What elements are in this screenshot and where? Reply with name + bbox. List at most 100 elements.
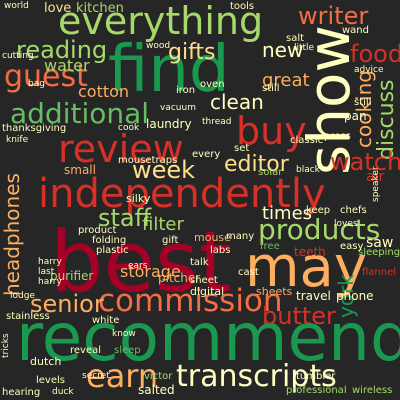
word-teeth: teeth bbox=[294, 245, 326, 259]
word-sleep: sleep bbox=[114, 345, 141, 356]
word-tricks: tricks bbox=[1, 333, 11, 358]
word-wireless: wireless bbox=[352, 385, 393, 396]
word-filter: filter bbox=[142, 214, 184, 235]
word-pan: pan bbox=[344, 109, 367, 123]
word-food: food bbox=[350, 40, 400, 68]
word-mousetraps: mousetraps bbox=[118, 155, 178, 166]
word-senior: senior bbox=[30, 290, 104, 318]
word-levels: levels bbox=[36, 375, 65, 386]
word-bag: bag bbox=[28, 79, 45, 89]
word-pitcher: pitcher bbox=[158, 271, 201, 285]
word-flannel: flannel bbox=[362, 267, 397, 278]
word-air: air bbox=[366, 169, 385, 185]
word-independently: independently bbox=[38, 171, 326, 217]
word-reveal: reveal bbox=[70, 345, 102, 356]
word-headphones: headphones bbox=[0, 173, 24, 296]
word-week: week bbox=[132, 156, 196, 184]
word-loves: loves bbox=[334, 219, 358, 229]
word-gifts: gifts bbox=[168, 40, 216, 65]
word-storage: storage bbox=[120, 262, 181, 281]
word-love: love bbox=[44, 1, 72, 16]
word-sheet: sheet bbox=[190, 275, 218, 286]
word-may: may bbox=[245, 235, 368, 300]
word-set: set bbox=[234, 143, 250, 154]
word-vacuum: vacuum bbox=[160, 103, 196, 113]
word-professional: professional bbox=[286, 385, 347, 396]
word-chefs: chefs bbox=[340, 205, 367, 216]
word-water: water bbox=[44, 56, 90, 75]
word-oven: oven bbox=[200, 79, 225, 90]
word-new: new bbox=[262, 38, 304, 62]
word-easy: easy bbox=[340, 241, 364, 252]
word-laundry: laundry bbox=[146, 117, 192, 131]
word-know: know bbox=[112, 329, 136, 339]
word-talk: talk bbox=[190, 257, 209, 268]
word-tools: tools bbox=[230, 1, 255, 12]
word-cotton: cotton bbox=[78, 82, 130, 101]
word-digital: digital bbox=[190, 285, 225, 298]
word-sheets: sheets bbox=[256, 285, 293, 298]
word-solar: solar bbox=[258, 167, 283, 178]
word-world: world bbox=[4, 1, 29, 11]
word-travel: travel bbox=[296, 289, 331, 303]
word-transcripts: transcripts bbox=[176, 359, 337, 394]
word-still-2: still bbox=[354, 97, 372, 108]
word-dutch: dutch bbox=[30, 355, 62, 368]
word-thread: thread bbox=[202, 117, 232, 127]
word-salted: salted bbox=[138, 383, 175, 397]
word-wood: wood bbox=[146, 41, 171, 51]
word-additional: additional bbox=[10, 97, 150, 130]
word-best: best bbox=[50, 213, 232, 311]
word-harry-2: harry bbox=[38, 277, 62, 287]
word-phone: phone bbox=[336, 289, 374, 303]
word-duck: duck bbox=[52, 387, 74, 397]
word-commission: commission bbox=[98, 283, 283, 319]
word-secret: secret bbox=[82, 371, 110, 381]
word-labs: labs bbox=[210, 245, 231, 256]
word-reading: reading bbox=[16, 36, 108, 64]
word-thanksgiving: thanksgiving bbox=[2, 123, 67, 134]
word-still: still bbox=[262, 83, 280, 94]
word-everything: everything bbox=[58, 0, 264, 43]
word-products: products bbox=[258, 213, 381, 246]
word-mouse: mouse bbox=[194, 231, 231, 244]
word-sleeping: sleeping bbox=[358, 247, 400, 258]
word-harry: harry bbox=[38, 257, 62, 267]
word-small: small bbox=[64, 163, 96, 177]
word-folding: folding bbox=[92, 235, 127, 246]
word-recommend: recommend bbox=[16, 299, 400, 376]
word-lodge: lodge bbox=[10, 291, 35, 301]
word-buy: buy bbox=[236, 109, 307, 153]
word-purifier: purifier bbox=[50, 269, 94, 283]
word-free: free bbox=[260, 241, 280, 252]
word-many: many bbox=[226, 231, 255, 242]
word-ears: ears bbox=[128, 261, 148, 271]
word-earn: earn bbox=[86, 357, 159, 395]
word-gift: gift bbox=[162, 235, 179, 246]
word-times: times bbox=[262, 203, 313, 224]
word-cook: cook bbox=[118, 123, 140, 133]
word-salt: salt bbox=[286, 33, 305, 44]
word-writer: writer bbox=[298, 2, 369, 30]
word-every: every bbox=[192, 149, 221, 160]
word-editor: editor bbox=[224, 152, 289, 177]
word-knife: knife bbox=[6, 135, 29, 145]
word-white: white bbox=[92, 315, 120, 326]
word-kitchen: kitchen bbox=[76, 1, 124, 16]
word-cutting: cutting bbox=[2, 51, 34, 61]
word-cast: cast bbox=[238, 267, 259, 278]
word-butter: butter bbox=[262, 302, 336, 330]
word-watch: watch bbox=[330, 148, 400, 176]
word-black: black bbox=[296, 165, 320, 175]
word-find: find bbox=[108, 33, 230, 107]
word-last: last bbox=[38, 267, 55, 277]
word-stainless: stainless bbox=[6, 311, 50, 322]
word-little: little bbox=[294, 43, 315, 53]
word-plastic: plastic bbox=[96, 245, 129, 256]
word-speaker: speaker bbox=[371, 166, 381, 202]
word-saw: saw bbox=[366, 235, 394, 251]
word-classic: classic bbox=[290, 135, 324, 146]
word-tumbler: tumbler bbox=[296, 371, 336, 382]
word-review: review bbox=[58, 127, 184, 171]
word-victor: victor bbox=[144, 371, 173, 382]
